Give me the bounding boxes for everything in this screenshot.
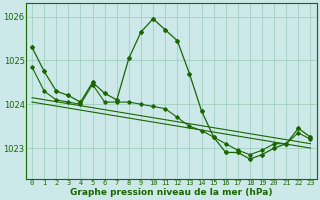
X-axis label: Graphe pression niveau de la mer (hPa): Graphe pression niveau de la mer (hPa) <box>70 188 273 197</box>
